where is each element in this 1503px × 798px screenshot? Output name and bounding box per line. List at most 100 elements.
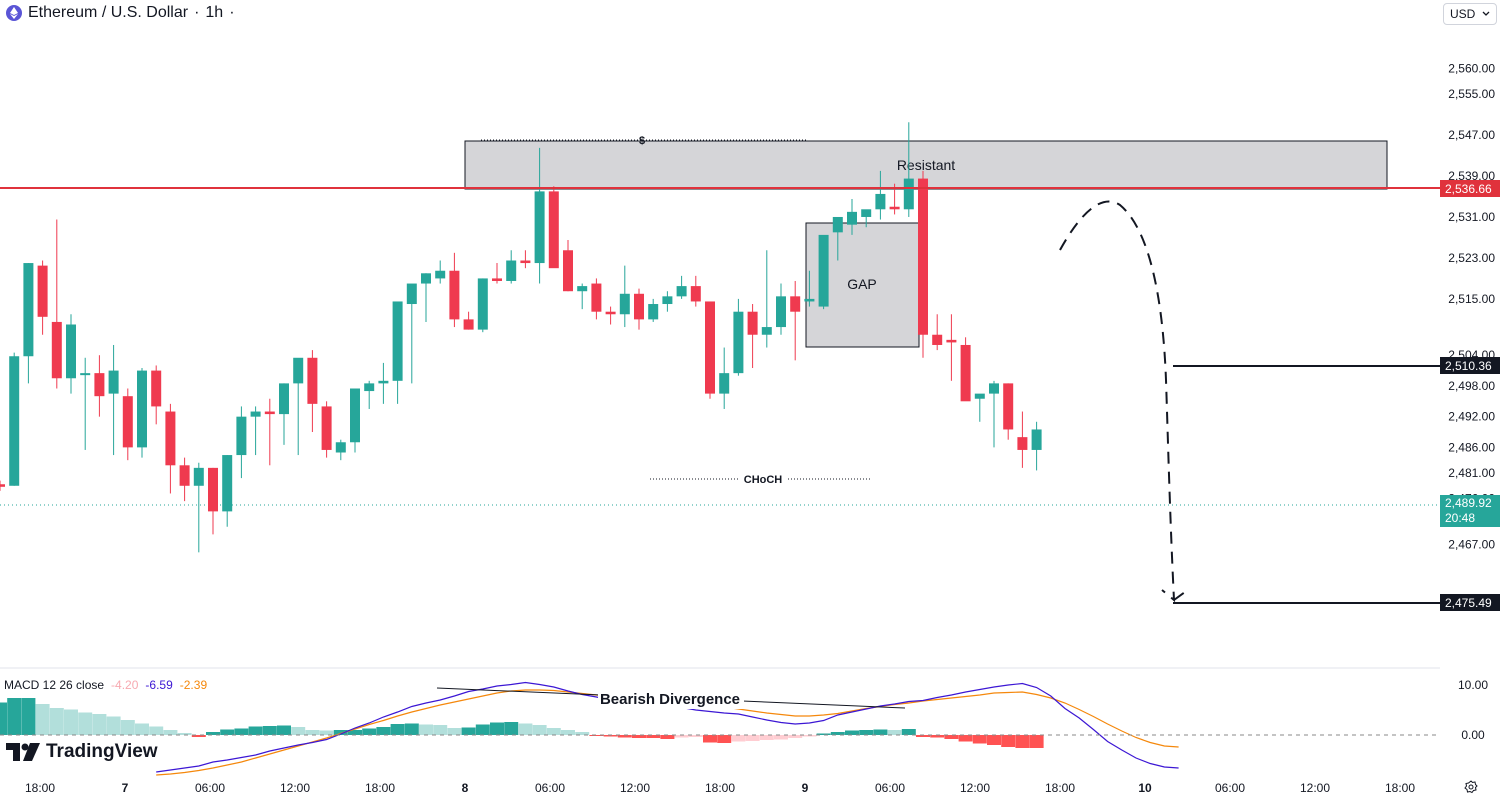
candle-body[interactable] [477,278,488,330]
candle-body[interactable] [321,406,332,450]
candle-body[interactable] [66,324,76,379]
candle-body[interactable] [776,296,786,328]
candle-body[interactable] [974,393,985,399]
candle-body[interactable] [861,209,872,217]
candle-body[interactable] [108,370,119,394]
candle-body[interactable] [364,383,375,392]
candle-body[interactable] [208,467,218,512]
candle-body[interactable] [279,383,289,415]
candle-body[interactable] [0,484,5,487]
macd-legend[interactable]: MACD 12 26 close -4.20 -6.59 -2.39 [4,678,207,692]
candle-body[interactable] [932,334,943,345]
candle-body[interactable] [350,388,360,443]
candle-body[interactable] [733,311,744,374]
currency-selector[interactable]: USD [1443,3,1497,25]
candle-body[interactable] [804,298,815,302]
candle-body[interactable] [605,311,616,315]
candle-body[interactable] [122,396,133,448]
macd-histogram-bar [646,735,661,738]
candle-body[interactable] [463,319,474,330]
interval-label[interactable]: 1h [205,4,224,21]
candle-body[interactable] [918,178,928,335]
candle-body[interactable] [1017,437,1028,450]
candle-body[interactable] [903,178,914,210]
candle-body[interactable] [662,296,673,305]
macd-histogram-bar [49,708,64,735]
symbol-title[interactable]: Ethereum / U.S. Dollar [28,4,189,21]
candle-body[interactable] [449,270,460,320]
macd-histogram-bar [930,735,945,738]
candle-body[interactable] [435,270,446,279]
candle-body[interactable] [676,286,687,297]
macd-histogram-bar [177,733,192,735]
time-tick-label: 18:00 [1385,781,1415,795]
candle-body[interactable] [520,260,531,264]
candle-body[interactable] [1003,383,1014,430]
candle-body[interactable] [548,191,559,269]
candle-body[interactable] [293,357,304,384]
candle-body[interactable] [818,234,829,307]
candle-body[interactable] [37,265,48,317]
candle-body[interactable] [492,278,502,281]
candle-body[interactable] [634,293,644,320]
candle-body[interactable] [747,311,758,335]
candle-body[interactable] [946,339,957,343]
macd-histogram-bar [305,730,320,735]
price-tick-label: 2,555.00 [1448,87,1495,101]
candle-body[interactable] [506,260,517,281]
candle-body[interactable] [378,380,389,384]
gear-icon[interactable] [1464,780,1478,794]
candle-body[interactable] [960,344,971,402]
candle-body[interactable] [790,296,801,312]
candle-body[interactable] [165,411,176,466]
candle-body[interactable] [563,250,573,292]
candle-body[interactable] [889,206,900,210]
candle-body[interactable] [392,301,403,381]
candle-body[interactable] [761,327,772,335]
candle-body[interactable] [832,216,843,233]
macd-histogram-bar [617,735,632,738]
candle-body[interactable] [421,273,431,284]
candle-body[interactable] [193,467,204,486]
candle-body[interactable] [719,373,730,394]
candle-body[interactable] [875,193,886,210]
candle-body[interactable] [80,373,91,376]
candle-body[interactable] [51,321,62,379]
candle-body[interactable] [94,373,105,397]
candle-body[interactable] [648,304,659,320]
candle-body[interactable] [151,370,162,407]
candle-body[interactable] [179,465,190,486]
candle-body[interactable] [1031,429,1042,450]
candle-body[interactable] [23,263,34,357]
candle-body[interactable] [619,293,630,315]
macd-histogram-bar [490,722,504,735]
candle-body[interactable] [406,283,417,305]
candle-body[interactable] [705,301,715,394]
candle-body[interactable] [222,455,233,512]
resistance-price-label: 2,536.66 [1440,180,1500,197]
candle-body[interactable] [236,416,247,456]
macd-signal-value: -2.39 [179,678,208,692]
candle-body[interactable] [989,383,999,394]
candle-body[interactable] [690,286,701,302]
target2-price-label: 2,475.49 [1440,594,1500,611]
candle-body[interactable] [335,442,346,453]
candle-body[interactable] [847,211,857,225]
price-tick-label: 2,523.00 [1448,251,1495,265]
candle-body[interactable] [307,357,318,404]
macd-histogram-bar [830,732,845,735]
candle-body[interactable] [250,411,261,417]
time-tick-label: 18:00 [705,781,735,795]
price-axis[interactable]: 2,560.00 2,555.00 2,547.00 2,539.00 2,531.00… [1448,61,1495,551]
candle-body[interactable] [264,411,275,415]
candle-body[interactable] [9,356,20,486]
candle-body[interactable] [534,191,545,264]
time-axis[interactable]: 18:00 7 06:00 12:00 18:00 8 06:00 12:00 18:00 9 06… [25,781,1415,795]
candle-body[interactable] [137,370,147,448]
tradingview-logo[interactable]: TradingView [6,741,158,763]
macd-histogram-bar [745,735,760,741]
macd-histogram-bar [589,735,604,736]
candle-body[interactable] [577,286,588,292]
candle-body[interactable] [591,283,602,312]
